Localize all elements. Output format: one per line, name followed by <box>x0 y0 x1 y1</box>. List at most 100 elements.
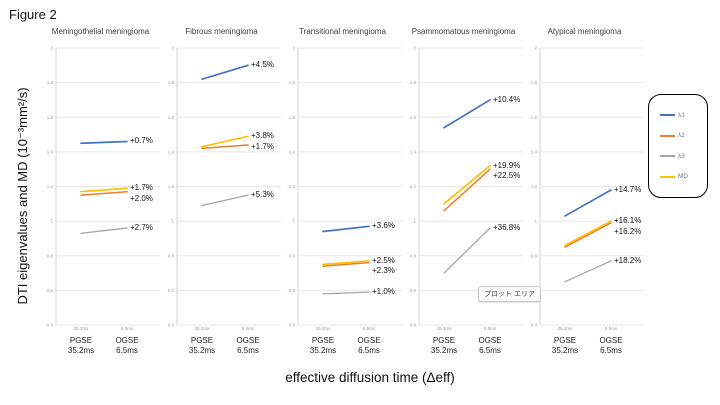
plot-area-tooltip: プロット エリア <box>478 286 541 302</box>
y-tick-label: 0.4 <box>47 323 54 328</box>
x-tick-label: 35.2ms <box>74 326 90 331</box>
subplot-chart-svg: 2 1.8 1.6 1.4 1.2 1 0.8 0.6 0.4 35.2ms 6.5ms <box>289 46 402 331</box>
x-category-label-ogse: OGSE 6.5ms <box>599 336 623 355</box>
series-line-λ1 <box>443 99 491 129</box>
y-tick-label: 0.6 <box>410 288 417 293</box>
y-tick-label: 1 <box>171 219 174 224</box>
gridlines <box>298 47 402 326</box>
series-line-λ2 <box>564 222 612 248</box>
legend: λ1 λ2 λ3 MD <box>648 94 708 198</box>
series-line-MD <box>80 187 128 193</box>
y-tick-label: 1.8 <box>531 80 538 85</box>
change-label-λ2: +16.2% <box>614 226 642 236</box>
gridlines <box>177 47 281 326</box>
series-line-λ3 <box>443 227 491 274</box>
y-tick-labels: 2 1.8 1.6 1.4 1.2 1 0.8 0.6 0.4 <box>168 46 175 328</box>
y-tick-label: 1.6 <box>168 115 175 120</box>
y-tick-label: 0.6 <box>289 288 296 293</box>
change-label-λ1: +14.7% <box>614 184 642 194</box>
change-label-λ3: +5.3% <box>251 190 274 200</box>
legend-swatch-lambda2 <box>660 134 675 137</box>
y-tick-label: 2 <box>50 46 53 51</box>
x-category-sublabel: 6.5ms <box>600 345 622 355</box>
series-line-λ2 <box>201 144 249 150</box>
y-tick-label: 1.8 <box>410 80 417 85</box>
x-category-label-pgse: PGSE 35.2ms <box>309 336 337 355</box>
legend-swatch-lambda1 <box>660 114 675 117</box>
y-tick-label: 0.6 <box>47 288 54 293</box>
subplot-chart-svg: 2 1.8 1.6 1.4 1.2 1 0.8 0.6 0.4 35.2ms 6.5ms <box>168 46 281 331</box>
subplot-atypical-meningioma: Atypical meningioma21.81.61.41.210.80.60… <box>524 27 645 362</box>
y-tick-label: 0.4 <box>168 323 175 328</box>
change-label-λ2: +2.3% <box>372 266 395 276</box>
y-tick-label: 1.6 <box>531 115 538 120</box>
x-category-sublabel: 35.2ms <box>309 345 337 355</box>
change-label-λ1: +3.6% <box>372 221 395 231</box>
x-category-label-pgse: PGSE 35.2ms <box>188 336 216 355</box>
y-tick-label: 1.8 <box>168 80 175 85</box>
x-category-label-pgse: PGSE 35.2ms <box>67 336 95 355</box>
x-tick-labels: 35.2ms 6.5ms <box>74 326 134 331</box>
series-line-λ3 <box>322 291 370 295</box>
series-line-λ2 <box>443 168 491 212</box>
y-tick-label: 1.4 <box>168 149 175 154</box>
x-axis-title: effective diffusion time (Δeff) <box>285 370 455 385</box>
x-tick-labels: 35.2ms 6.5ms <box>195 326 255 331</box>
x-tick-labels: 35.2ms 6.5ms <box>437 326 497 331</box>
x-tick-label: 35.2ms <box>195 326 211 331</box>
y-tick-labels: 2 1.8 1.6 1.4 1.2 1 0.8 0.6 0.4 <box>410 46 417 328</box>
y-tick-label: 1 <box>413 219 416 224</box>
x-category-sublabel: 35.2ms <box>188 345 216 355</box>
change-label-λ3: +36.8% <box>493 223 521 233</box>
legend-swatch-lambda3 <box>660 155 675 158</box>
subplot-meningothelial-meningioma: Meningothelial meningioma 2 1.8 1.6 1.4 1.2 1 0… <box>40 27 161 362</box>
y-tick-label: 1.8 <box>289 80 296 85</box>
series-line-λ2 <box>80 190 128 196</box>
x-category-label-ogse: OGSE 6.5ms <box>478 336 502 355</box>
y-tick-label: 0.4 <box>531 323 538 328</box>
y-tick-label: 1.8 <box>47 80 54 85</box>
subplot-chart-svg: 2 1.8 1.6 1.4 1.2 1 0.8 0.6 0.4 35.2ms 6.5ms <box>47 46 160 331</box>
y-tick-label: 2 <box>171 46 174 51</box>
subplot-transitional-meningioma: Transitional meningioma 2 1.8 1.6 1.4 1.2 1 0.8… <box>282 27 403 362</box>
y-tick-label: 0.8 <box>531 253 538 258</box>
x-tick-label: 6.5ms <box>484 326 497 331</box>
y-tick-label: 1.4 <box>47 149 54 154</box>
y-tick-label: 1.6 <box>47 115 54 120</box>
series-line-MD <box>201 135 249 148</box>
x-category-label-ogse: OGSE 6.5ms <box>357 336 381 355</box>
legend-label: MD <box>678 173 689 181</box>
legend-item-lambda2: λ2 <box>660 126 707 147</box>
y-tick-label: 2 <box>413 46 416 51</box>
legend-label: λ3 <box>678 152 685 160</box>
y-tick-label: 2 <box>534 46 537 51</box>
figure-label: Figure 2 <box>9 7 57 22</box>
y-tick-label: 1.4 <box>289 149 296 154</box>
y-tick-label: 1.4 <box>410 149 417 154</box>
gridlines <box>56 47 160 326</box>
y-tick-label: 0.8 <box>168 253 175 258</box>
x-category-sublabel: 6.5ms <box>116 345 138 355</box>
subplot-fibrous-meningioma: Fibrous meningioma 2 1.8 1.6 1.4 1.2 1 0.8 0.6 0.… <box>161 27 282 362</box>
y-tick-label: 0.4 <box>410 323 417 328</box>
y-tick-labels: 2 1.8 1.6 1.4 1.2 1 0.8 0.6 0.4 <box>289 46 296 328</box>
subplot-title: Psammomatous meningioma <box>411 27 516 36</box>
subplot-chart-svg: 2 1.8 1.6 1.4 1.2 1 0.8 0.6 0.4 35.2ms 6.5ms <box>410 46 523 331</box>
subplot-title: Meningothelial meningioma <box>51 27 150 36</box>
subplot-title: Transitional meningioma <box>299 27 386 36</box>
change-label-λ2: +1.7% <box>251 141 274 151</box>
series-line-λ3 <box>80 227 128 234</box>
change-label-λ1: +4.5% <box>251 60 274 70</box>
x-category-sublabel: 6.5ms <box>479 345 501 355</box>
series-line-λ1 <box>322 225 370 233</box>
x-category-label-pgse: PGSE 35.2ms <box>551 336 579 355</box>
y-tick-label: 1.6 <box>289 115 296 120</box>
x-category-label-ogse: OGSE 6.5ms <box>236 336 260 355</box>
change-label-λ2: +22.5% <box>493 171 521 181</box>
subplot-title: Atypical meningioma <box>547 27 622 36</box>
x-tick-labels: 35.2ms 6.5ms <box>558 326 618 331</box>
x-tick-label: 6.5ms <box>121 326 134 331</box>
series-line-λ3 <box>564 260 612 283</box>
legend-swatch-md <box>660 175 675 178</box>
